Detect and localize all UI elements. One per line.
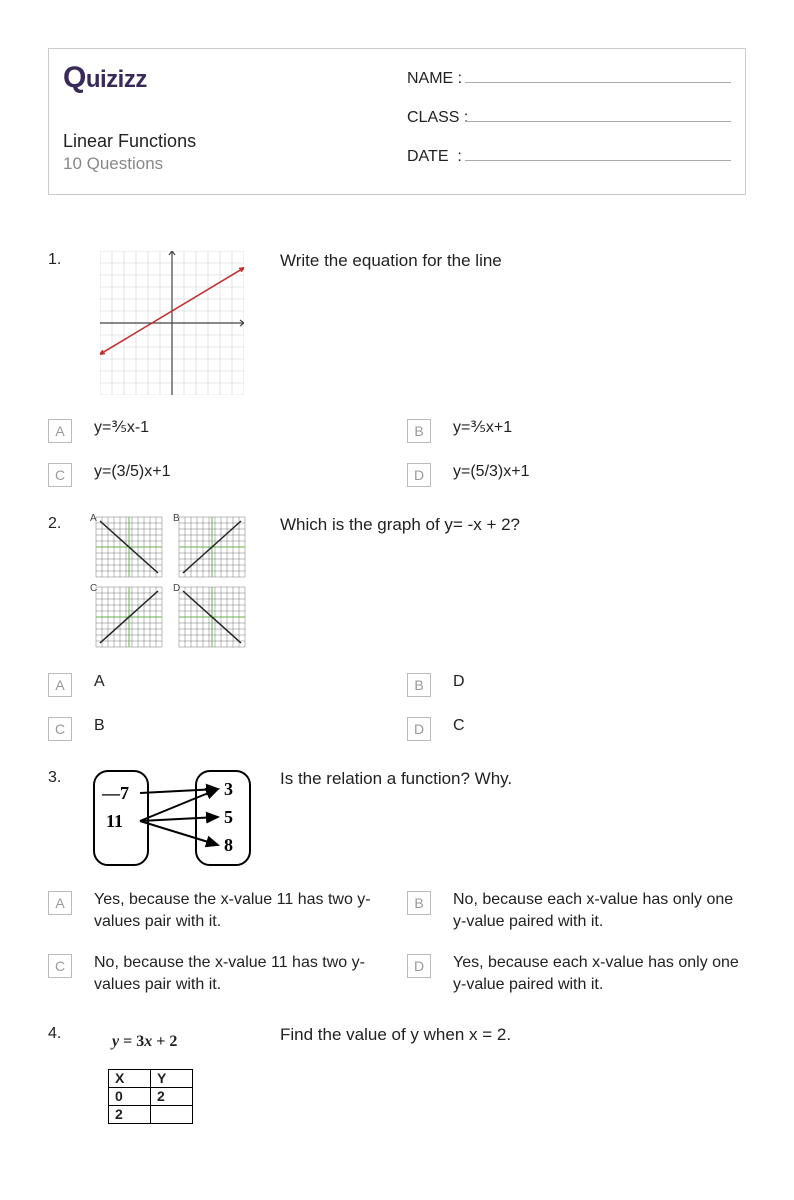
class-label: CLASS :: [407, 109, 465, 127]
q1-prompt: Write the equation for the line: [280, 251, 746, 271]
choice-text: Yes, because the x-value 11 has two y-va…: [94, 889, 384, 934]
choice-letter: B: [407, 419, 431, 443]
date-label: DATE :: [407, 148, 465, 166]
answer-choice[interactable]: D Yes, because each x-value has only one …: [407, 952, 746, 997]
choice-text: Yes, because each x-value has only one y…: [453, 952, 743, 997]
answer-choice[interactable]: By=⅗x+1: [407, 417, 746, 443]
question-number: 1.: [48, 251, 64, 269]
q4-figure: y = 3x + 2 XY 02 2: [92, 1025, 252, 1124]
q2-prompt: Which is the graph of y= -x + 2?: [280, 515, 746, 535]
choice-letter: A: [48, 891, 72, 915]
class-input-line[interactable]: [465, 100, 731, 122]
answer-choice[interactable]: DC: [407, 715, 746, 741]
worksheet-header: QQuizizzuizizz Linear Functions 10 Quest…: [48, 48, 746, 195]
brand-logo: QQuizizzuizizz: [63, 61, 387, 95]
name-label: NAME :: [407, 70, 465, 88]
choice-text: C: [453, 715, 465, 737]
choice-letter: C: [48, 463, 72, 487]
svg-text:—7: —7: [101, 783, 129, 803]
q1-graph: [100, 251, 244, 395]
answer-choice[interactable]: C No, because the x-value 11 has two y-va…: [48, 952, 387, 997]
name-field[interactable]: NAME :: [407, 61, 731, 88]
class-field[interactable]: CLASS :: [407, 100, 731, 127]
svg-text:11: 11: [106, 811, 123, 831]
answer-choice[interactable]: Ay=⅗x-1: [48, 417, 387, 443]
worksheet-subtitle: 10 Questions: [63, 154, 387, 174]
q3-prompt: Is the relation a function? Why.: [280, 769, 746, 789]
answer-choice[interactable]: BD: [407, 671, 746, 697]
question-4: 4. y = 3x + 2 XY 02 2 Find the value of …: [48, 1025, 746, 1124]
question-number: 4.: [48, 1025, 64, 1043]
svg-text:8: 8: [224, 835, 233, 855]
answer-choice[interactable]: B No, because each x-value has only one y…: [407, 889, 746, 934]
question-number: 3.: [48, 769, 64, 787]
choice-text: D: [453, 671, 465, 693]
choice-letter: B: [407, 891, 431, 915]
question-3: 3. —7 11 3 5 8: [48, 769, 746, 997]
question-1: 1. Write the equation for the line: [48, 251, 746, 487]
choice-letter: D: [407, 954, 431, 978]
answer-choice[interactable]: A Yes, because the x-value 11 has two y-v…: [48, 889, 387, 934]
choice-text: No, because the x-value 11 has two y-val…: [94, 952, 384, 997]
name-input-line[interactable]: [465, 61, 731, 83]
svg-text:5: 5: [224, 807, 233, 827]
date-field[interactable]: DATE :: [407, 139, 731, 166]
choice-letter: C: [48, 717, 72, 741]
q4-equation: y = 3x + 2: [112, 1033, 252, 1051]
q4-prompt: Find the value of y when x = 2.: [280, 1025, 746, 1045]
q3-mapping-diagram: —7 11 3 5 8: [92, 769, 252, 867]
q4-table: XY 02 2: [108, 1069, 193, 1124]
choice-letter: D: [407, 463, 431, 487]
answer-choice[interactable]: Cy=(3/5)x+1: [48, 461, 387, 487]
question-number: 2.: [48, 515, 64, 533]
choice-text: y=(5/3)x+1: [453, 461, 529, 483]
choice-letter: C: [48, 954, 72, 978]
date-input-line[interactable]: [465, 139, 731, 161]
choice-text: B: [94, 715, 105, 737]
answer-choice[interactable]: AA: [48, 671, 387, 697]
choice-text: y=⅗x-1: [94, 417, 149, 439]
choice-text: A: [94, 671, 105, 693]
choice-text: No, because each x-value has only one y-…: [453, 889, 743, 934]
choice-letter: B: [407, 673, 431, 697]
answer-choice[interactable]: CB: [48, 715, 387, 741]
question-2: 2. ABCD Which is the graph of y= -x + 2?…: [48, 515, 746, 741]
choice-letter: A: [48, 673, 72, 697]
choice-letter: D: [407, 717, 431, 741]
choice-text: y=⅗x+1: [453, 417, 512, 439]
answer-choice[interactable]: Dy=(5/3)x+1: [407, 461, 746, 487]
choice-text: y=(3/5)x+1: [94, 461, 170, 483]
svg-text:3: 3: [224, 779, 233, 799]
choice-letter: A: [48, 419, 72, 443]
q2-four-graphs: ABCD: [92, 515, 252, 649]
worksheet-title: Linear Functions: [63, 131, 387, 152]
